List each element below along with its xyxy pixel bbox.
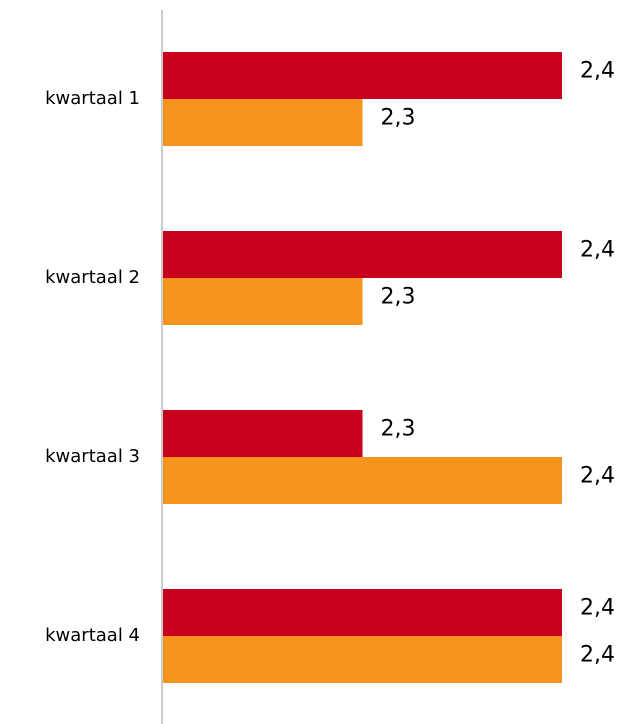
bar <box>163 52 562 99</box>
value-label: 2,4 <box>580 464 615 489</box>
category-label: kwartaal 2 <box>45 267 140 288</box>
bar <box>163 99 363 146</box>
bar <box>163 278 363 325</box>
category-label: kwartaal 4 <box>45 625 140 646</box>
bar <box>163 410 363 457</box>
bar <box>163 636 562 683</box>
category-label: kwartaal 3 <box>45 446 140 467</box>
value-label: 2,4 <box>580 59 615 84</box>
bar <box>163 457 562 504</box>
bar <box>163 589 562 636</box>
value-label: 2,3 <box>381 417 416 442</box>
value-label: 2,4 <box>580 596 615 621</box>
value-label: 2,4 <box>580 238 615 263</box>
bar <box>163 231 562 278</box>
category-label: kwartaal 1 <box>45 88 140 109</box>
value-label: 2,3 <box>381 285 416 310</box>
value-label: 2,3 <box>381 106 416 131</box>
value-label: 2,4 <box>580 643 615 668</box>
